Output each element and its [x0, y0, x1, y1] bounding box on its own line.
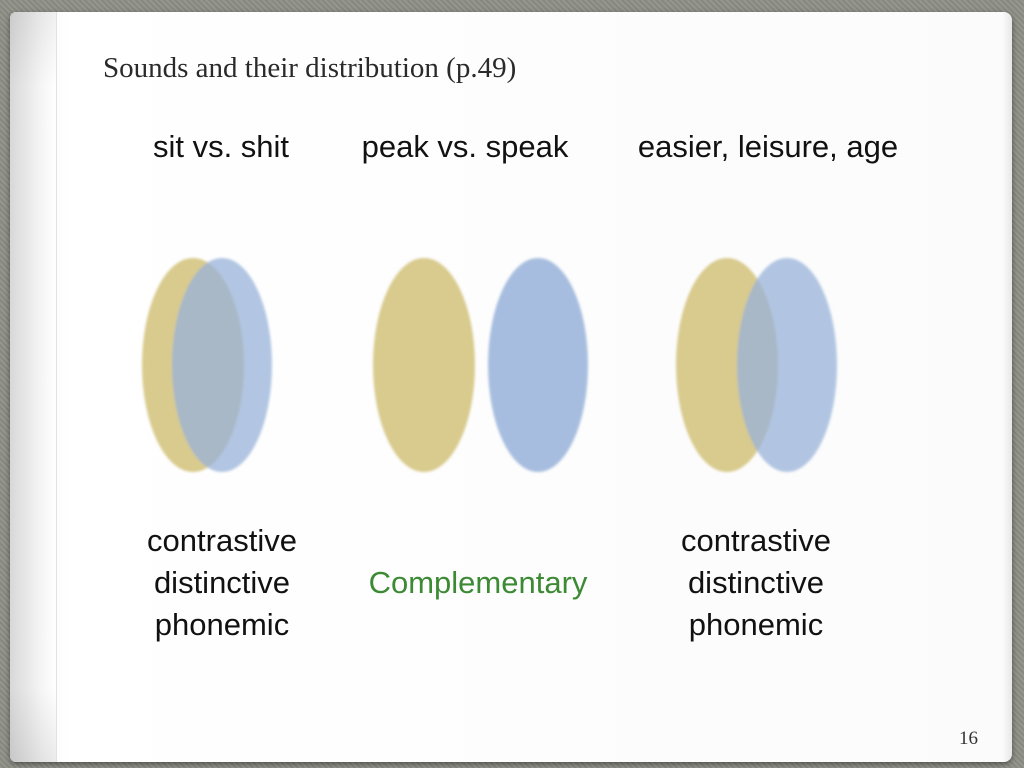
overlap-diagram-left [142, 258, 272, 472]
book-spine [10, 12, 57, 762]
label-block-left: contrastive distinctive phonemic [147, 520, 297, 646]
label-distinctive-left: distinctive [153, 565, 291, 600]
slide-title: Sounds and their distribution (p.49) [103, 52, 517, 84]
separate-diagram-middle [373, 258, 588, 472]
label-distinctive-right: distinctive [687, 565, 825, 600]
label-phonemic-left: phonemic [154, 607, 290, 642]
ellipse-blue-middle [488, 258, 588, 472]
label-block-right: contrastive distinctive phonemic [681, 520, 831, 646]
distribution-diagrams [142, 258, 837, 472]
page-number: 16 [959, 728, 978, 749]
page-edge-shadow [1002, 12, 1012, 762]
overlap-diagram-right [676, 258, 837, 472]
ellipse-yellow-middle [373, 258, 475, 472]
ellipse-blue-right [737, 258, 837, 472]
label-complementary: Complementary [368, 565, 588, 600]
ellipse-blue-left [172, 258, 272, 472]
example-peak-speak: peak vs. speak [361, 129, 569, 164]
page-curl-shadow [10, 12, 56, 762]
label-contrastive-right: contrastive [681, 523, 831, 558]
slide-page: Sounds and their distribution (p.49) sit… [10, 12, 1012, 762]
example-sit-shit: sit vs. shit [152, 129, 290, 164]
label-contrastive-left: contrastive [147, 523, 297, 558]
label-phonemic-right: phonemic [688, 607, 824, 642]
example-easier-leisure-age: easier, leisure, age [637, 129, 899, 164]
